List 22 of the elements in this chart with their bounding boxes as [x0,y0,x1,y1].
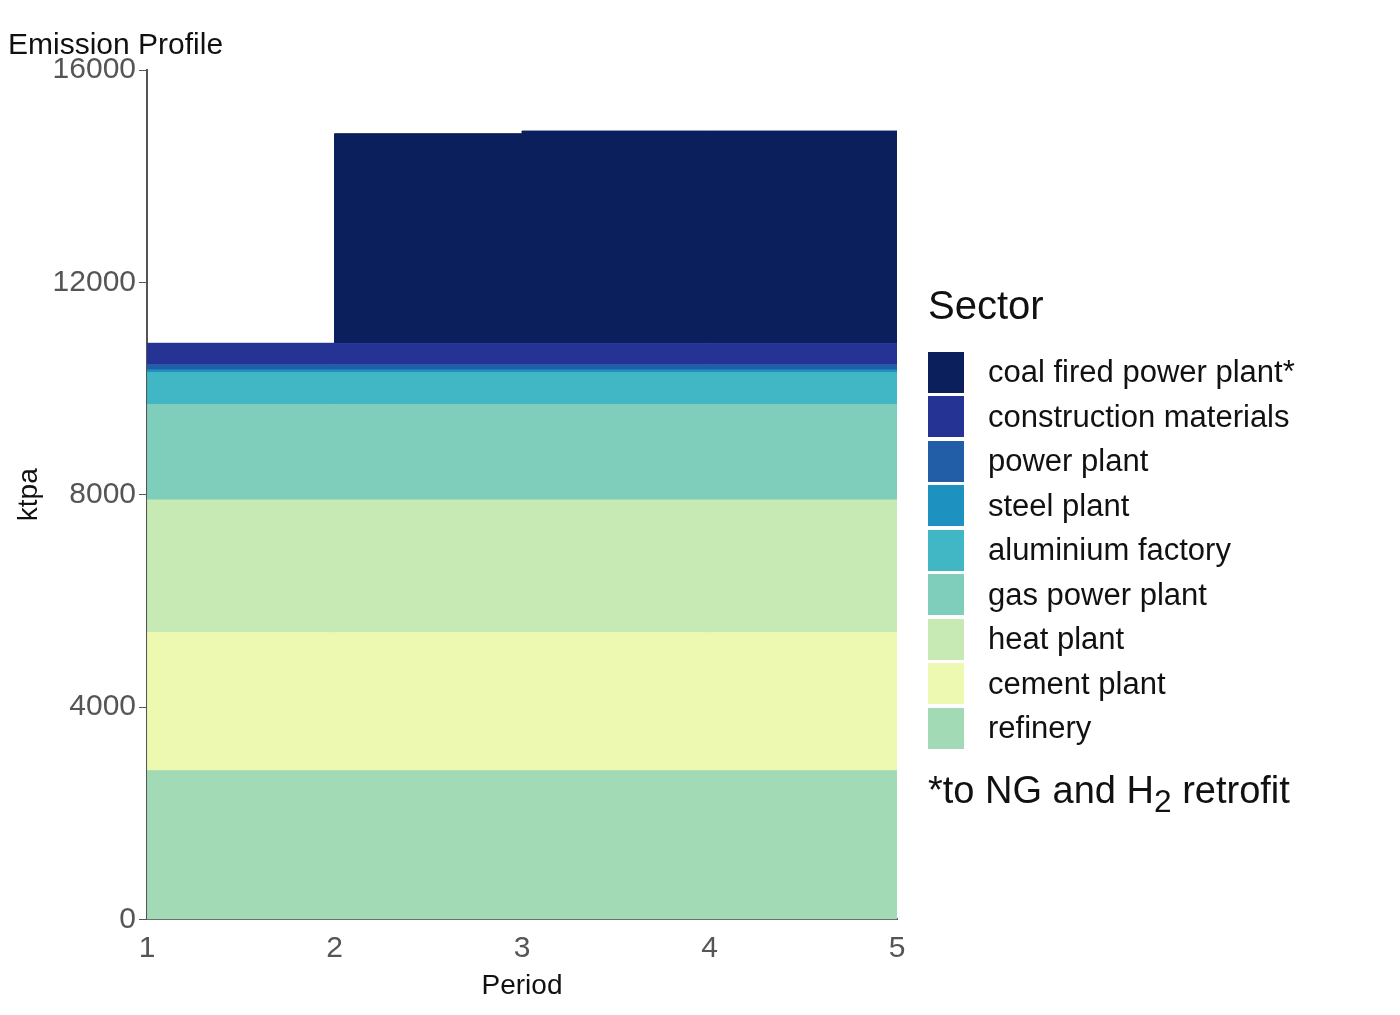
y-tick-label: 8000 [69,475,137,509]
y-tick-label: 12000 [52,263,137,297]
legend-label: gas power plant [988,576,1207,613]
x-axis-title: Period [481,968,563,1000]
legend-label: steel plant [988,487,1130,524]
text: *to NG and H$_{2}$ retrofit [928,768,1291,820]
x-tick-label: 2 [326,929,343,963]
legend-label: refinery [988,710,1092,747]
legend-label: aluminium factory [988,532,1231,569]
y-tick-label: 4000 [69,688,137,722]
y-axis-title: ktpa [11,467,43,522]
x-tick-label: 1 [138,929,156,963]
y-tick-label: 0 [119,900,137,934]
legend-label: coal fired power plant* [988,354,1295,391]
legend-label: heat plant [988,621,1125,658]
legend-title: Sector [928,283,1045,328]
legend-label: construction materials [988,398,1290,435]
x-tick-label: 5 [888,929,906,963]
legend-label: power plant [988,443,1149,480]
x-tick-label: 3 [513,929,531,963]
legend-label: cement plant [988,665,1166,702]
x-tick-label: 4 [701,929,718,963]
